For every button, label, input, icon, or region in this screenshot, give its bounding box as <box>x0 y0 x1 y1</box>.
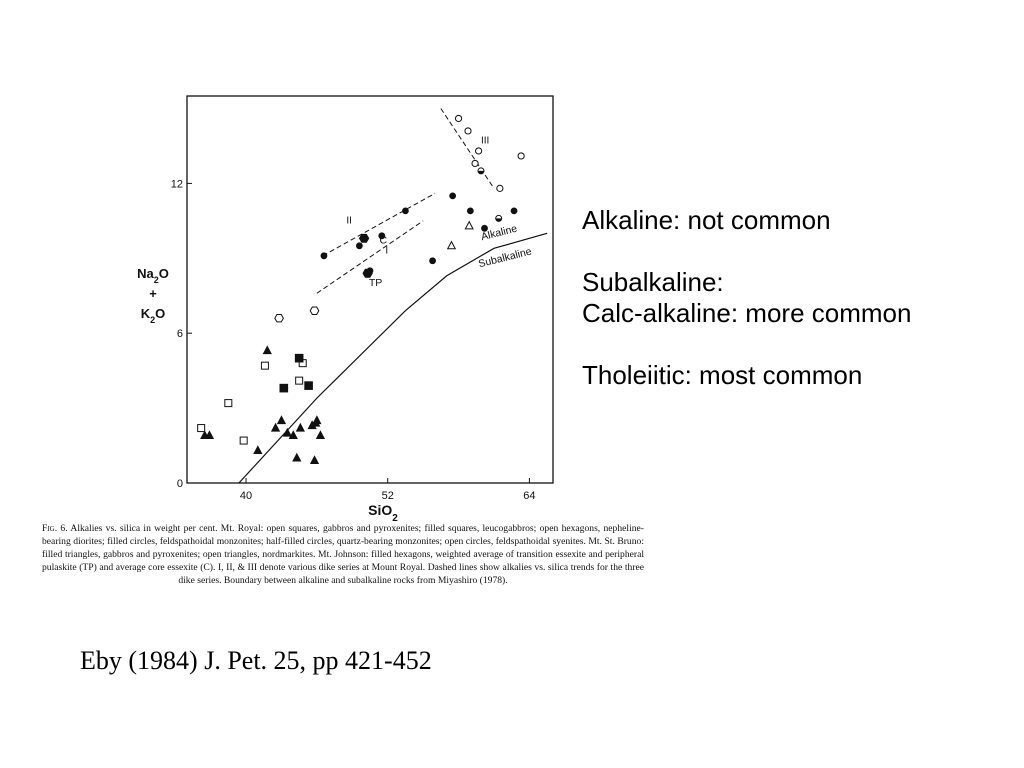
filled-circle-marker <box>320 252 328 260</box>
point-label-tp: TP <box>369 277 382 289</box>
filled-triangle-marker <box>309 455 320 465</box>
filled-hexagon-marker <box>358 233 370 243</box>
data-points <box>197 114 525 465</box>
filled-triangle-marker <box>311 417 321 427</box>
open-square-marker <box>197 424 206 433</box>
boundary-curve <box>238 232 548 484</box>
filled-circle-marker <box>402 207 409 215</box>
filled-triangle-marker <box>276 415 287 425</box>
boundary-label-subalkaline: Subalkaline <box>477 245 533 270</box>
x-axis-label: SiO2 <box>368 502 398 524</box>
y-tick-label: 12 <box>171 178 183 190</box>
open-circle-marker <box>464 127 472 135</box>
plot-axes <box>186 95 554 484</box>
filled-square-marker <box>294 353 304 363</box>
note-spacer <box>582 329 1022 360</box>
filled-triangle-marker <box>315 430 326 440</box>
trend-line-i <box>316 220 424 294</box>
filled-triangle-marker <box>295 422 305 432</box>
filled-circle-marker <box>481 224 488 232</box>
citation: Eby (1984) J. Pet. 25, pp 421-452 <box>80 646 432 675</box>
point-label-c: C <box>379 234 387 246</box>
note-tholeiitic: Tholeiitic: most common <box>582 360 863 390</box>
open-hexagon-marker <box>274 313 284 323</box>
filled-circle-marker <box>510 207 518 215</box>
open-circle-marker <box>517 152 525 160</box>
filled-triangle-marker <box>282 427 292 437</box>
open-hexagon-marker <box>309 306 320 315</box>
open-circle-marker <box>496 184 504 192</box>
note-alkaline: Alkaline: not common <box>582 205 831 235</box>
open-triangle-marker <box>446 240 457 250</box>
open-circle-marker <box>475 147 483 155</box>
open-circle-marker <box>471 159 479 168</box>
x-tick-label: 52 <box>382 490 394 502</box>
filled-triangle-marker <box>253 445 263 455</box>
filled-triangle-marker <box>288 430 298 440</box>
filled-triangle-marker <box>270 422 281 432</box>
note-spacer <box>582 236 1022 267</box>
half-filled-circle-marker <box>495 214 503 222</box>
x-tick-label: 40 <box>240 490 252 502</box>
filled-circle-marker <box>378 232 386 240</box>
plot-frame <box>186 95 554 484</box>
filled-triangle-marker <box>292 452 302 462</box>
trend-line-iii <box>440 108 495 189</box>
figure-caption: Fig. 6. Alkalies vs. silica in weight pe… <box>42 522 644 587</box>
axis-ticks: 40 52 64 0 6 12 <box>171 178 536 502</box>
open-square-marker <box>224 399 233 408</box>
note-calc-alkaline: Calc-alkaline: more common <box>582 298 912 328</box>
x-tick-label: 64 <box>523 490 535 502</box>
trend-line-ii <box>322 192 436 257</box>
open-square-marker <box>260 361 269 370</box>
open-square-marker <box>239 436 248 445</box>
chart-labels: C TP <box>369 234 388 288</box>
y-tick-label: 6 <box>177 328 183 340</box>
filled-hexagon-marker <box>362 268 373 278</box>
filled-circle-marker <box>429 257 436 265</box>
filled-square-marker <box>279 383 289 393</box>
abundance-notes: Alkaline: not common Subalkaline: Calc-a… <box>582 205 1022 391</box>
trend-label: III <box>481 135 489 146</box>
filled-circle-marker <box>449 192 457 200</box>
open-square-marker <box>295 376 304 385</box>
y-axis-label: Na2O + K2O <box>137 266 169 325</box>
caption-text: Alkalies vs. silica in weight per cent. … <box>42 523 644 586</box>
y-tick-label: 0 <box>177 478 183 490</box>
filled-triangle-marker <box>262 345 272 355</box>
open-triangle-marker <box>464 220 474 230</box>
half-filled-circle-marker <box>477 167 485 175</box>
trend-label: II <box>346 215 352 226</box>
filled-circle-marker <box>466 207 474 215</box>
note-subalkaline: Subalkaline: <box>582 267 724 297</box>
filled-square-marker <box>304 381 313 390</box>
figure-label: Fig. 6. <box>42 523 68 534</box>
filled-circle-marker <box>355 242 363 250</box>
filled-triangle-marker <box>204 430 215 440</box>
open-circle-marker <box>454 114 463 123</box>
trend-label: I <box>385 245 388 256</box>
